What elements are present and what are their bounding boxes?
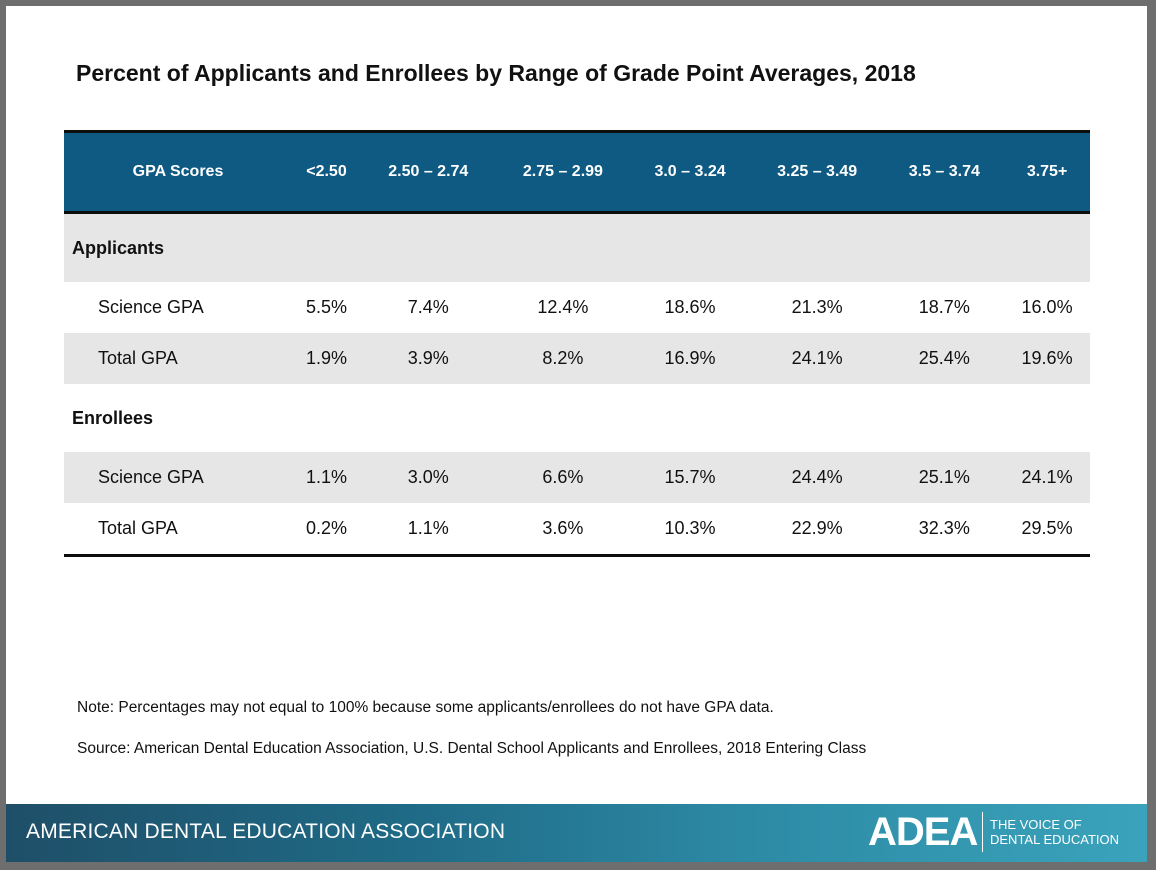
footer-tagline-line1: THE VOICE OF (990, 817, 1082, 832)
table-cell: 12.4% (537, 297, 589, 317)
table-cell: 3.6% (495, 503, 631, 557)
table-cell: 19.6% (1004, 333, 1090, 384)
section-row-enrollees: Enrollees (64, 384, 1090, 452)
column-header: 3.75+ (1004, 130, 1090, 214)
table-cell: 5.5% (305, 297, 347, 317)
column-header: 3.25 – 3.49 (749, 130, 885, 214)
table-row: Total GPA 0.2% 1.1% 3.6% 10.3% 22.9% 32.… (64, 503, 1090, 557)
footer-tagline: THE VOICE OF DENTAL EDUCATION (990, 817, 1119, 847)
table-cell: 16.9% (630, 333, 750, 384)
slide: Percent of Applicants and Enrollees by R… (6, 6, 1147, 862)
table-cell: 24.1% (749, 333, 885, 384)
table-cell: 25.1% (884, 452, 1005, 503)
table-cell: 16.0% (1021, 297, 1073, 317)
column-header: <2.50 (292, 130, 361, 214)
table-cell: 22.9% (749, 503, 885, 557)
table-cell: 0.2% (292, 503, 361, 557)
table-cell: 29.5% (1004, 503, 1090, 557)
table-cell: 3.0% (360, 452, 496, 503)
slide-title: Percent of Applicants and Enrollees by R… (76, 60, 916, 86)
table-cell: 21.3% (791, 297, 843, 317)
column-header: 3.5 – 3.74 (884, 130, 1005, 214)
table-cell: 8.2% (495, 333, 631, 384)
adea-logo: ADEA (868, 810, 978, 854)
section-row-applicants: Applicants (64, 212, 1090, 282)
row-label: Science GPA (98, 297, 204, 317)
column-header: GPA Scores (64, 130, 292, 214)
table-row: Total GPA 1.9% 3.9% 8.2% 16.9% 24.1% 25.… (64, 333, 1090, 384)
footer-banner: AMERICAN DENTAL EDUCATION ASSOCIATION AD… (6, 804, 1147, 862)
table-cell: 7.4% (407, 297, 449, 317)
footer-divider (982, 812, 983, 852)
section-label: Applicants (64, 212, 1090, 282)
table-cell: 1.9% (292, 333, 361, 384)
table-cell: 24.1% (1004, 452, 1090, 503)
gpa-table: GPA Scores <2.50 2.50 – 2.74 2.75 – 2.99… (64, 130, 1090, 557)
table-cell: 6.6% (495, 452, 631, 503)
table-cell: 32.3% (884, 503, 1005, 557)
table-cell: 18.6% (664, 297, 716, 317)
table-cell: 1.1% (360, 503, 496, 557)
footer-tagline-line2: DENTAL EDUCATION (990, 832, 1120, 847)
column-header: 2.75 – 2.99 (495, 130, 631, 214)
column-header: 3.0 – 3.24 (630, 130, 750, 214)
footer-organization-name: AMERICAN DENTAL EDUCATION ASSOCIATION (26, 820, 506, 843)
table-cell: 1.1% (292, 452, 361, 503)
section-label: Enrollees (72, 407, 154, 428)
table-cell: 3.9% (360, 333, 496, 384)
table-cell: 24.4% (749, 452, 885, 503)
column-header: 2.50 – 2.74 (360, 130, 496, 214)
table-header-row: GPA Scores <2.50 2.50 – 2.74 2.75 – 2.99… (64, 130, 1090, 214)
row-label: Total GPA (64, 333, 292, 384)
table-cell: 25.4% (884, 333, 1005, 384)
table-row: Science GPA 5.5% 7.4% 12.4% 18.6% 21.3% … (64, 282, 1090, 333)
table-cell: 15.7% (630, 452, 750, 503)
row-label: Science GPA (64, 452, 292, 503)
table-cell: 10.3% (630, 503, 750, 557)
note-text: Note: Percentages may not equal to 100% … (77, 699, 774, 716)
table-row: Science GPA 1.1% 3.0% 6.6% 15.7% 24.4% 2… (64, 452, 1090, 503)
table-cell: 18.7% (918, 297, 970, 317)
source-text: Source: American Dental Education Associ… (77, 740, 867, 757)
row-label: Total GPA (64, 503, 292, 557)
